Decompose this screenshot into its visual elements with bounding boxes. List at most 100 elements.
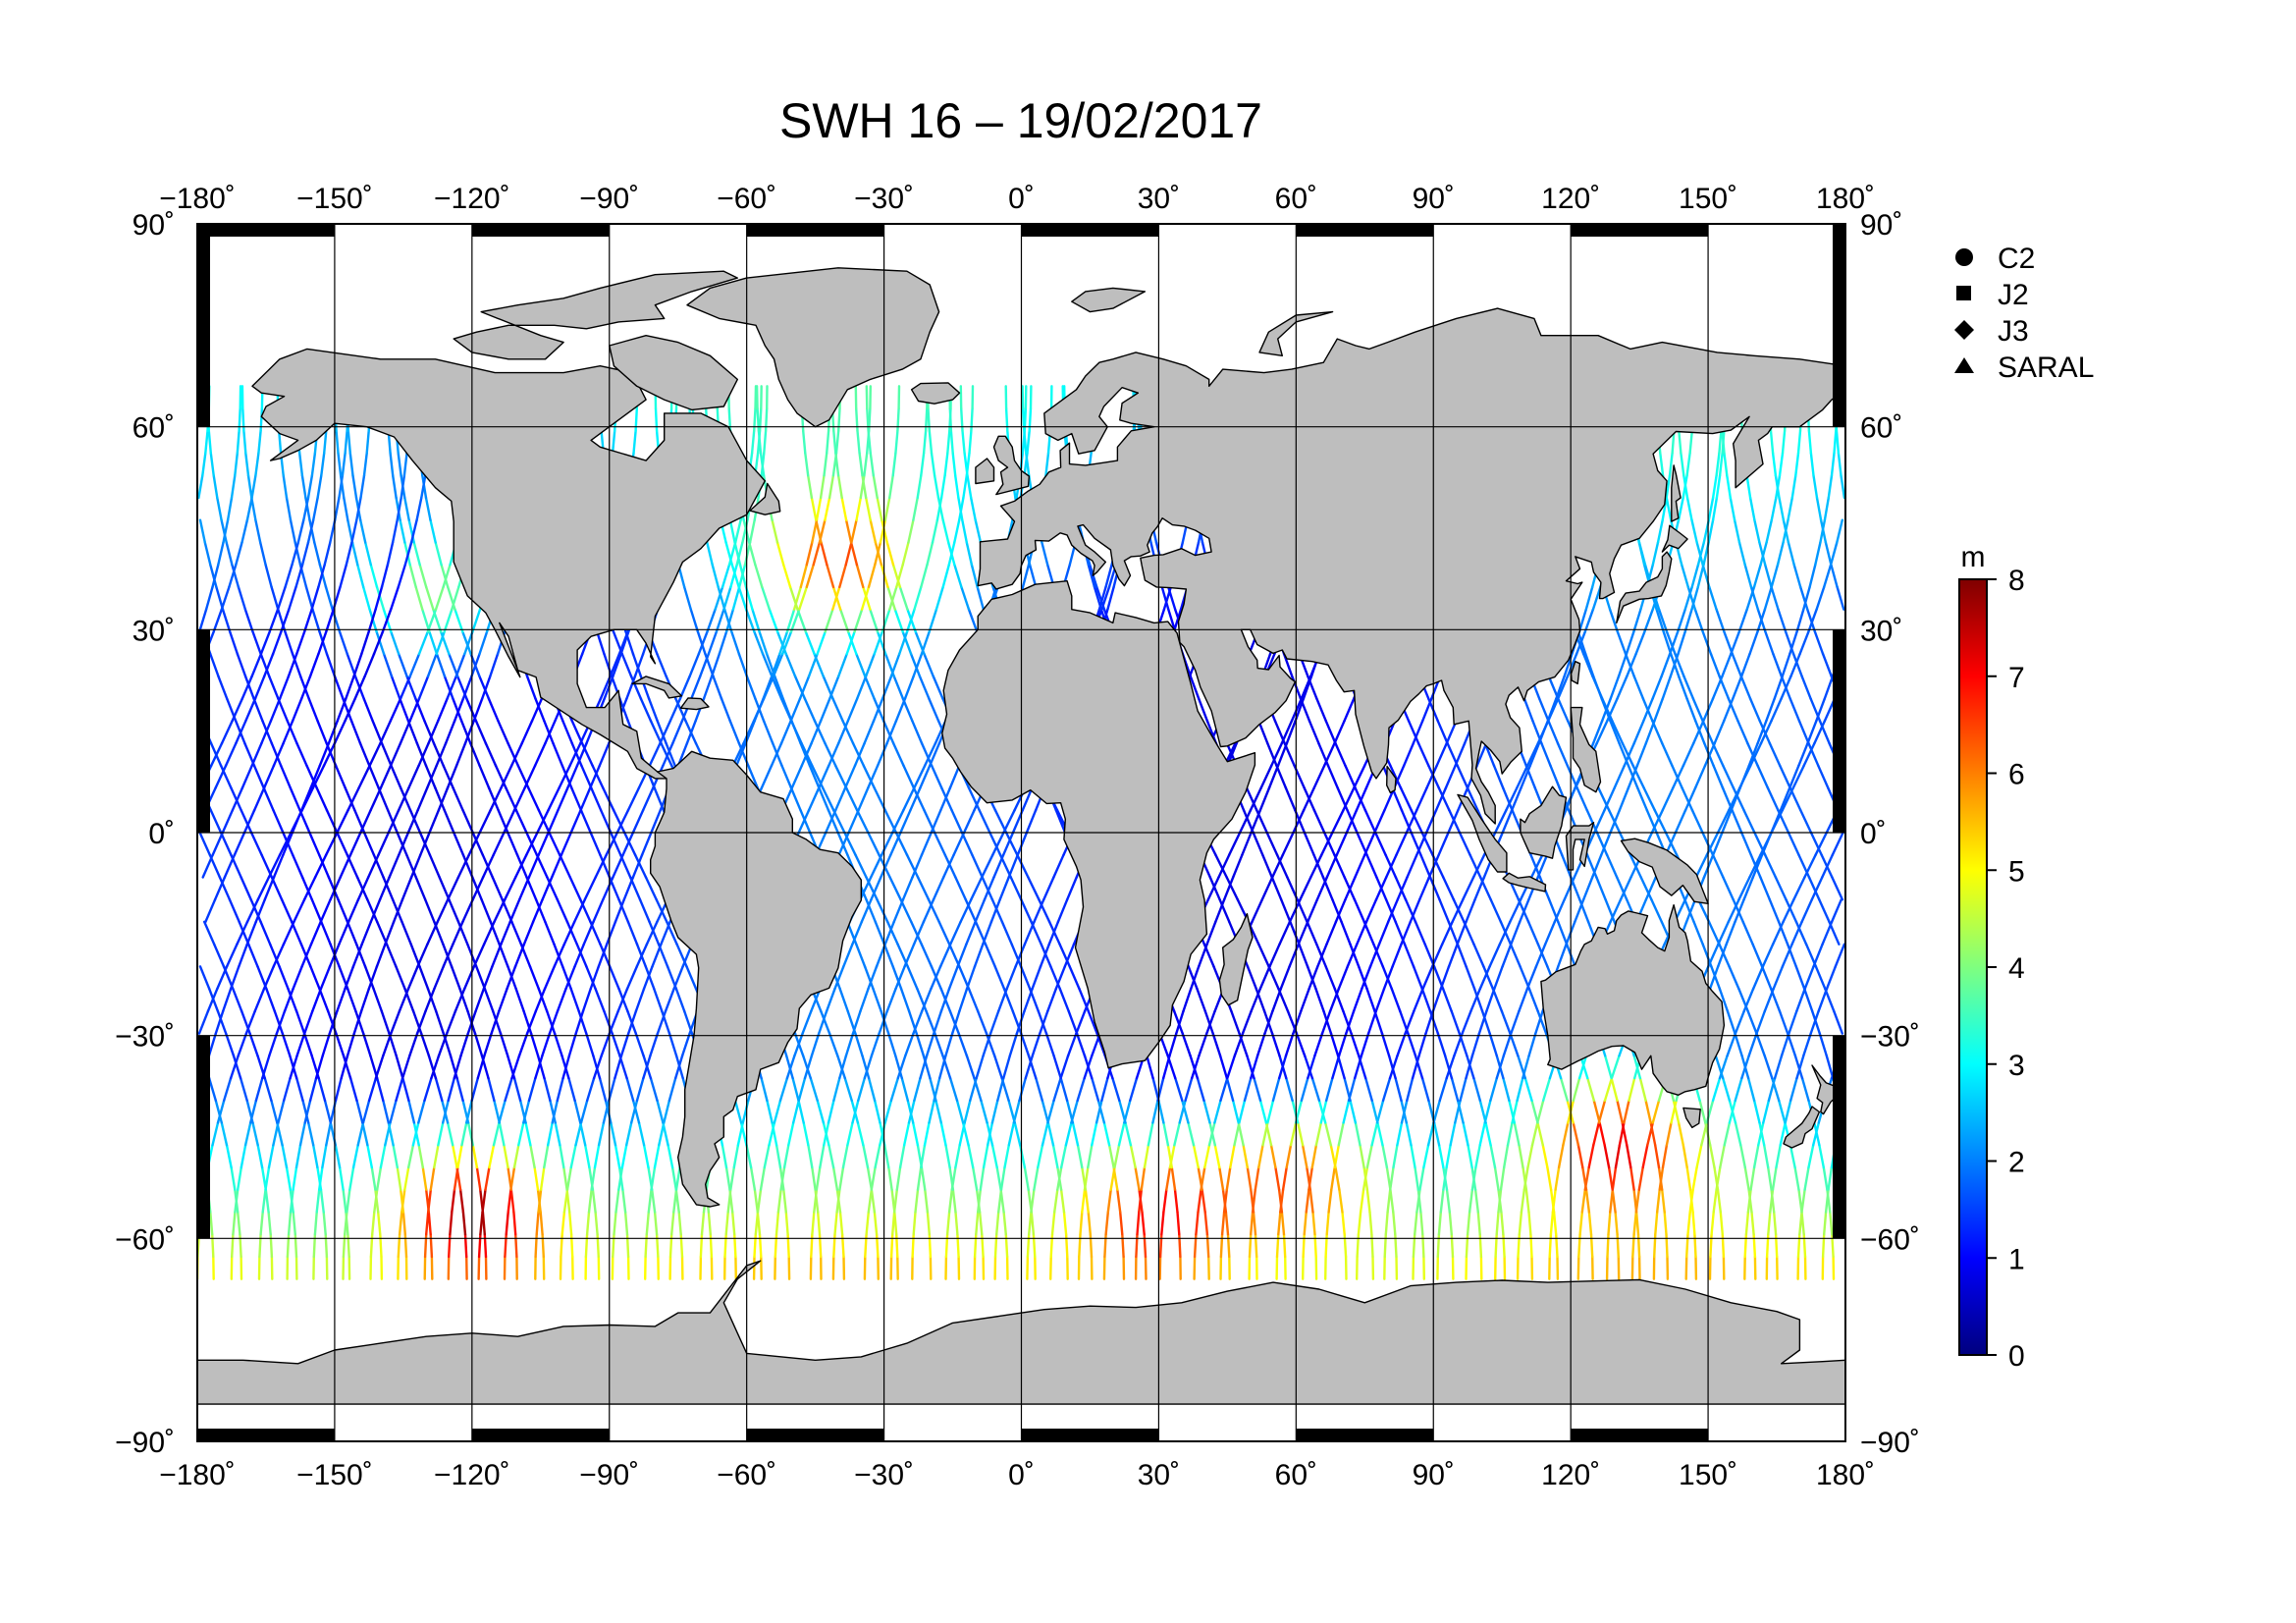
track-segment: [1790, 920, 1803, 946]
track-segment: [403, 541, 413, 567]
track-segment: [252, 697, 264, 723]
track-segment: [663, 1099, 671, 1124]
track-segment: [1502, 1232, 1506, 1259]
track-segment: [245, 920, 257, 946]
landmass-hispaniola: [679, 697, 710, 711]
track-segment: [206, 987, 219, 1013]
track-segment: [1359, 1188, 1365, 1214]
track-segment: [492, 1009, 503, 1035]
track-segment: [461, 630, 472, 656]
track-segment: [214, 1009, 225, 1035]
track-segment: [204, 585, 214, 611]
track-segment: [579, 809, 592, 835]
track-segment: [745, 608, 756, 633]
track-segment: [1264, 1121, 1273, 1147]
track-segment: [559, 853, 571, 879]
track-segment: [1368, 943, 1381, 968]
track-segment: [309, 965, 321, 991]
track-segment: [1728, 965, 1740, 991]
track-segment: [811, 764, 825, 789]
track-segment: [1554, 1165, 1561, 1191]
frame-segment: [1571, 1429, 1709, 1441]
track-segment: [718, 630, 728, 656]
track-segment: [568, 741, 582, 767]
track-segment: [1546, 1165, 1553, 1191]
track-segment: [1756, 764, 1770, 789]
track-segment: [1781, 786, 1795, 812]
track-segment: [225, 943, 239, 968]
track-segment: [1081, 1165, 1088, 1191]
track-segment: [1693, 608, 1704, 633]
track-segment: [516, 764, 530, 789]
track-segment: [389, 1099, 398, 1124]
track-segment: [614, 1188, 620, 1214]
track-segment: [402, 452, 408, 477]
track-segment: [1626, 652, 1637, 678]
track-segment: [1391, 786, 1404, 812]
track-segment: [1416, 1188, 1422, 1214]
track-segment: [378, 876, 391, 901]
track-segment: [525, 831, 539, 856]
track-segment: [865, 876, 879, 901]
track-segment: [667, 1032, 678, 1057]
track-segment: [1578, 898, 1590, 924]
track-segment: [1102, 1255, 1106, 1280]
track-segment: [862, 585, 872, 611]
landmass-novaya-zemlya: [1258, 310, 1334, 356]
track-segment: [253, 987, 266, 1013]
track-segment: [359, 518, 367, 544]
track-segment: [618, 1055, 628, 1080]
track-segment: [207, 1076, 218, 1103]
track-segment: [993, 1055, 1003, 1080]
track-segment: [597, 943, 609, 968]
track-segment: [212, 474, 219, 500]
track-segment: [1322, 1009, 1333, 1035]
track-segment: [888, 474, 894, 500]
track-segment: [580, 741, 594, 767]
track-segment: [589, 965, 600, 991]
track-segment: [620, 1144, 628, 1169]
track-segment: [834, 764, 848, 789]
track-segment: [552, 741, 563, 767]
track-segment: [731, 1211, 736, 1236]
track-segment: [1468, 853, 1482, 879]
track-segment: [397, 786, 410, 812]
track-segment: [1294, 809, 1307, 835]
track-segment: [934, 1099, 942, 1124]
track-segment: [209, 652, 220, 678]
track-segment: [614, 898, 625, 924]
track-segment: [324, 585, 334, 611]
track-segment: [816, 630, 827, 656]
track-segment: [209, 452, 215, 477]
track-segment: [965, 920, 977, 946]
track-segment: [376, 920, 389, 946]
track-segment: [240, 1144, 247, 1169]
track-segment: [662, 1121, 669, 1147]
track-segment: [342, 1188, 347, 1214]
track-segment: [474, 987, 485, 1013]
track-segment: [634, 1032, 645, 1057]
track-segment: [446, 764, 458, 789]
track-segment: [1722, 876, 1735, 901]
track-segment: [1021, 564, 1031, 589]
track-segment: [221, 987, 233, 1013]
track-segment: [887, 1032, 897, 1057]
track-segment: [1335, 831, 1349, 856]
track-segment: [1782, 898, 1795, 924]
track-segment: [292, 1165, 298, 1191]
track-segment: [220, 585, 231, 611]
track-segment: [356, 564, 365, 589]
track-segment: [1362, 920, 1375, 946]
tick-label: 30˚: [133, 615, 175, 647]
track-segment: [1301, 1144, 1308, 1169]
track-segment: [236, 1165, 243, 1191]
track-segment: [234, 1188, 240, 1214]
frame-segment: [1833, 629, 1845, 833]
track-segment: [810, 496, 818, 521]
track-segment: [525, 675, 537, 700]
track-segment: [1396, 1032, 1407, 1057]
track-segment: [556, 898, 569, 924]
track-segment: [417, 1144, 424, 1169]
track-segment: [1557, 943, 1568, 968]
track-segment: [782, 564, 792, 589]
